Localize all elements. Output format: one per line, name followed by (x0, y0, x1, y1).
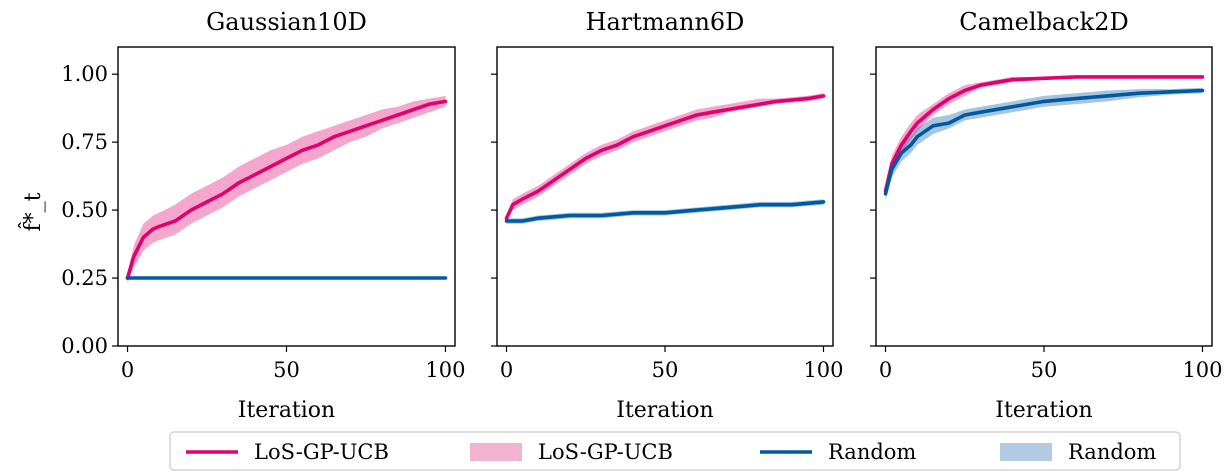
legend-label: Random (1068, 440, 1156, 464)
y-tick-label: 0.00 (61, 334, 108, 358)
x-tick-label: 50 (652, 358, 679, 382)
los-gp-ucb-line (504, 94, 826, 220)
legend-item: Random (760, 440, 916, 464)
x-tick-label: 50 (1031, 358, 1058, 382)
x-tick-label: 0 (500, 358, 513, 382)
legend-label: LoS-GP-UCB (254, 440, 389, 464)
legend-label: LoS-GP-UCB (538, 440, 673, 464)
legend: LoS-GP-UCB LoS-GP-UCB Random Random (169, 431, 1181, 471)
panel-1: Gaussian10D 0 50 100 0.00 0.25 0.50 0.75 1.00 Ite… (61, 8, 465, 423)
legend-item: LoS-GP-UCB (186, 440, 389, 464)
los-gp-ucb-line (125, 99, 448, 280)
plot-area (504, 93, 826, 224)
panels: Gaussian10D 0 50 100 0.00 0.25 0.50 0.75 1.00 Ite… (61, 8, 1222, 423)
y-tick-label: 1.00 (61, 62, 108, 86)
los-gp-ucb-band (506, 93, 824, 221)
plot-area (883, 75, 1205, 200)
panel-title: Gaussian10D (206, 8, 367, 36)
panel-title: Hartmann6D (586, 8, 745, 36)
random-line (504, 200, 826, 223)
legend-item: LoS-GP-UCB (470, 440, 673, 464)
panel-title: Camelback2D (959, 8, 1128, 36)
legend-box (169, 431, 1181, 471)
y-tick-label: 0.25 (61, 266, 108, 290)
plot-area (125, 95, 448, 284)
x-tick-label: 0 (121, 358, 134, 382)
y-axis-label: f̂*_t (19, 192, 46, 231)
legend-item: Random (1000, 440, 1156, 464)
x-axis-label: Iteration (238, 398, 335, 423)
panel-3: Camelback2D 0 50 100 Iteration (870, 8, 1223, 423)
los-gp-ucb-band (127, 95, 446, 284)
axes-frame (117, 46, 456, 347)
y-tick-label: 0.50 (61, 198, 108, 222)
x-axis-label: Iteration (616, 398, 713, 423)
los-gp-ucb-line (883, 75, 1205, 193)
x-axis-label: Iteration (995, 398, 1092, 423)
y-tick-label: 0.75 (61, 130, 108, 154)
legend-swatch-band (1000, 443, 1052, 461)
axes-frame (496, 46, 834, 347)
x-tick-label: 100 (1182, 358, 1222, 382)
x-tick-label: 0 (879, 358, 892, 382)
x-tick-label: 100 (803, 358, 843, 382)
x-tick-label: 100 (425, 358, 465, 382)
legend-swatch-band (470, 443, 522, 461)
x-tick-label: 50 (273, 358, 300, 382)
legend-label: Random (828, 440, 916, 464)
random-line (883, 88, 1205, 196)
panel-2: Hartmann6D 0 50 100 Iteration (491, 8, 844, 423)
